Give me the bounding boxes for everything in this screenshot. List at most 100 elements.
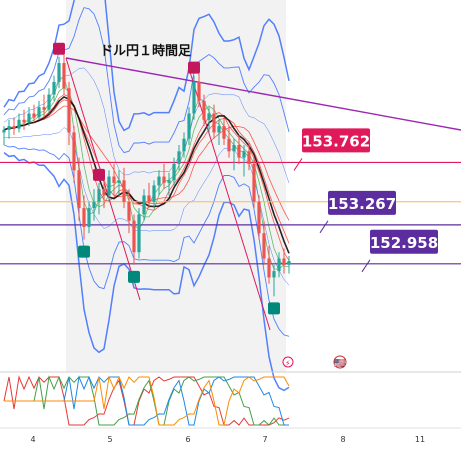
candle-body xyxy=(217,126,221,133)
pivot-markers xyxy=(53,42,280,315)
moving-average-line xyxy=(3,86,290,267)
x-tick-label: 8 xyxy=(340,435,345,444)
candle-body xyxy=(27,113,31,123)
candle-body xyxy=(137,214,141,253)
candle-body xyxy=(187,113,191,139)
x-tick-label: 6 xyxy=(185,435,190,444)
candle-body xyxy=(247,151,251,164)
candle-body xyxy=(147,195,151,202)
price-tag-box xyxy=(328,190,396,215)
candle-body xyxy=(262,233,266,259)
price-tags: 153.762 153.267 152.958 xyxy=(293,128,438,273)
price-tag-pointer xyxy=(319,220,329,234)
candle-body xyxy=(257,201,261,234)
price-tag-label: 152.958 xyxy=(370,234,438,252)
price-tag-pointer xyxy=(361,259,371,273)
bollinger-lower xyxy=(3,144,290,337)
candle-body xyxy=(162,176,166,183)
oscillator-line xyxy=(3,375,290,426)
lightning-icon-glyph: ⚡ xyxy=(285,359,291,368)
x-axis-ticks: 4 5 6 7 8 11 xyxy=(30,435,425,444)
candle-body xyxy=(67,88,71,133)
candle-body xyxy=(62,63,66,89)
candle-body xyxy=(152,185,156,202)
candle-body xyxy=(182,138,186,152)
candle-body xyxy=(207,113,211,120)
bollinger-upper xyxy=(3,0,290,132)
candle-body xyxy=(272,271,276,278)
candle-body xyxy=(282,258,286,265)
candle-body xyxy=(2,129,6,133)
bollinger-lower xyxy=(4,127,290,286)
candle-body xyxy=(52,81,56,95)
bollinger-bands xyxy=(3,0,290,392)
price-tag-label: 153.762 xyxy=(302,132,370,150)
candle-body xyxy=(7,126,11,130)
price-tag-pointer xyxy=(293,158,303,171)
candle-body xyxy=(202,100,206,120)
pivot-low-marker xyxy=(128,270,140,283)
price-tag-box xyxy=(370,229,438,254)
candle-body xyxy=(172,163,176,181)
candle-body xyxy=(142,195,146,215)
candle-body xyxy=(112,176,116,183)
candle-body xyxy=(132,220,136,253)
bollinger-upper xyxy=(3,7,290,154)
candle-body xyxy=(87,208,91,227)
candle-body xyxy=(57,63,61,82)
candle-body xyxy=(222,126,226,139)
x-tick-label: 5 xyxy=(107,435,112,444)
candle-body xyxy=(42,107,46,110)
oscillator-pane xyxy=(3,375,290,426)
candle-body xyxy=(277,258,281,272)
oscillator-line xyxy=(4,375,290,426)
candle-body xyxy=(82,208,86,227)
moving-average-line xyxy=(3,95,290,254)
candle-body xyxy=(157,176,161,186)
event-icons: ⚡ 🇺🇸 xyxy=(282,355,347,369)
candles xyxy=(2,50,291,297)
pivot-high-marker xyxy=(93,168,105,181)
candle-body xyxy=(192,81,196,114)
pivot-high-marker xyxy=(53,42,65,55)
candle-body xyxy=(72,132,76,171)
price-tag-box xyxy=(302,128,370,153)
bollinger-lower xyxy=(3,152,290,392)
chart-title: ドル円１時間足 xyxy=(100,43,192,59)
candle-body xyxy=(267,258,271,278)
candle-body xyxy=(92,201,96,209)
pivot-high-marker xyxy=(188,61,200,74)
candle-body xyxy=(197,81,201,101)
candle-body xyxy=(102,189,106,196)
candle-body xyxy=(122,180,126,202)
candle-body xyxy=(212,113,216,133)
x-tick-label: 7 xyxy=(262,435,267,444)
candle-body xyxy=(32,113,36,118)
candle-body xyxy=(232,145,236,152)
candle-body xyxy=(17,119,21,129)
candle-body xyxy=(107,176,111,196)
candle-body xyxy=(252,163,256,202)
candle-body xyxy=(287,261,291,265)
candle-body xyxy=(127,201,131,221)
candle-body xyxy=(167,180,171,183)
moving-average-line xyxy=(3,77,290,270)
flag-icon-glyph: 🇺🇸 xyxy=(334,358,345,369)
x-tick-label: 11 xyxy=(415,435,425,444)
candle-body xyxy=(37,107,41,118)
candle-body xyxy=(77,170,81,209)
candle-body xyxy=(177,151,181,164)
candle-body xyxy=(12,126,16,129)
x-tick-label: 4 xyxy=(30,435,35,444)
pivot-low-marker xyxy=(268,302,280,315)
pivot-low-marker xyxy=(78,245,90,258)
lightning-icon xyxy=(282,356,294,368)
moving-average-line xyxy=(3,94,290,261)
trend-line xyxy=(65,57,461,131)
candle-body xyxy=(242,151,246,158)
flag-icon xyxy=(333,355,347,369)
price-tag-label: 153.267 xyxy=(328,195,396,213)
moving-average-line xyxy=(3,99,290,244)
candle-body xyxy=(97,189,101,202)
